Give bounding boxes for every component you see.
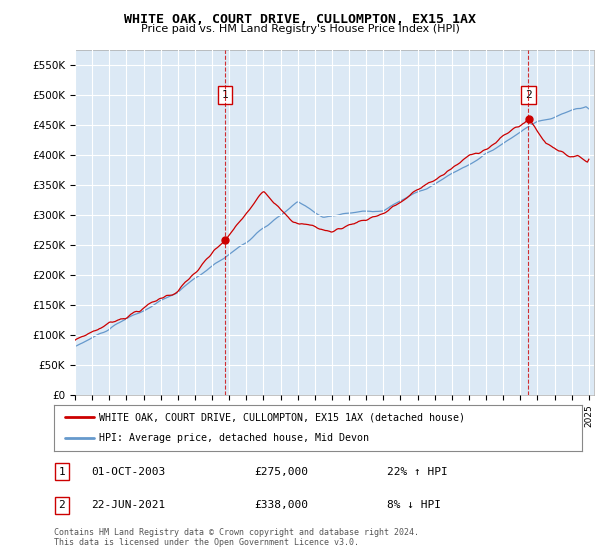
Text: Price paid vs. HM Land Registry's House Price Index (HPI): Price paid vs. HM Land Registry's House … <box>140 24 460 34</box>
Text: 1: 1 <box>221 90 228 100</box>
Text: 22-JUN-2021: 22-JUN-2021 <box>91 501 165 510</box>
Text: £275,000: £275,000 <box>254 467 308 477</box>
Text: £338,000: £338,000 <box>254 501 308 510</box>
Text: 8% ↓ HPI: 8% ↓ HPI <box>386 501 440 510</box>
Text: WHITE OAK, COURT DRIVE, CULLOMPTON, EX15 1AX: WHITE OAK, COURT DRIVE, CULLOMPTON, EX15… <box>124 13 476 26</box>
Text: 01-OCT-2003: 01-OCT-2003 <box>91 467 165 477</box>
Text: Contains HM Land Registry data © Crown copyright and database right 2024.
This d: Contains HM Land Registry data © Crown c… <box>54 528 419 547</box>
Text: 2: 2 <box>59 501 65 510</box>
Text: WHITE OAK, COURT DRIVE, CULLOMPTON, EX15 1AX (detached house): WHITE OAK, COURT DRIVE, CULLOMPTON, EX15… <box>99 412 465 422</box>
Text: HPI: Average price, detached house, Mid Devon: HPI: Average price, detached house, Mid … <box>99 433 369 444</box>
Text: 1: 1 <box>59 467 65 477</box>
Text: 2: 2 <box>525 90 532 100</box>
Text: 22% ↑ HPI: 22% ↑ HPI <box>386 467 448 477</box>
